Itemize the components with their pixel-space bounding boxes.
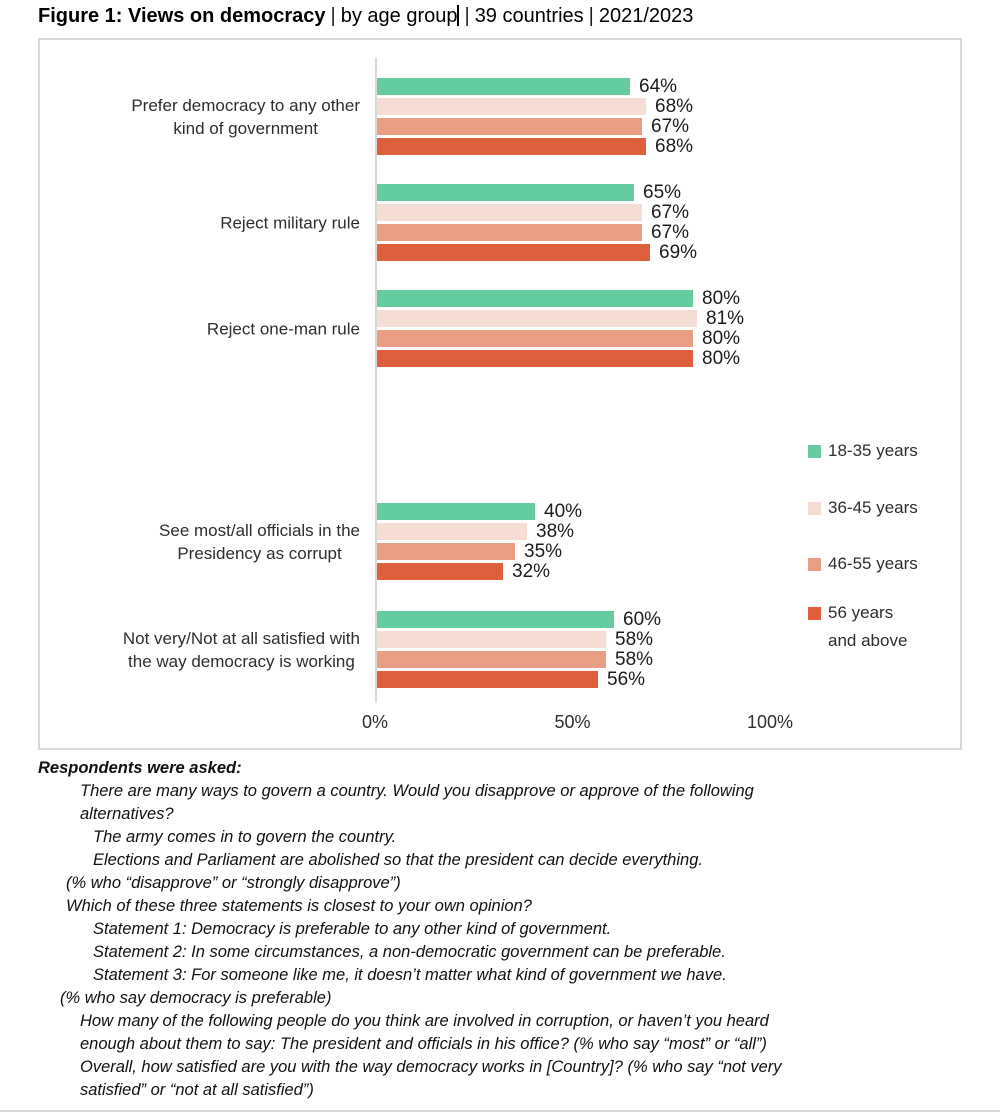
value-label: 58%: [615, 628, 654, 650]
value-label: 56%: [607, 668, 646, 690]
chart-area: Prefer democracy to any other kind of gov…: [38, 38, 962, 750]
bar-18-35-years: [377, 611, 614, 628]
figure-title[interactable]: Figure 1: Views on democracy | by age grou…: [38, 5, 693, 28]
bar-18-35-years: [377, 184, 634, 201]
footnote-line: The army comes in to govern the country.: [93, 828, 397, 846]
bar-36-45-years: [377, 631, 606, 648]
title-separator: |: [464, 5, 470, 27]
footnote-line: Elections and Parliament are abolished s…: [93, 851, 703, 869]
bar-18-35-years: [377, 78, 630, 95]
bar-56-years-and-above: [377, 671, 598, 688]
bar-36-45-years: [377, 523, 527, 540]
value-label: 58%: [615, 648, 654, 670]
bar-36-45-years: [377, 204, 642, 221]
legend-label: 18-35 years: [828, 441, 918, 460]
bar-18-35-years: [377, 503, 535, 520]
x-axis-tick-label: 0%: [361, 712, 389, 732]
title-separator: |: [588, 5, 594, 27]
category-label: Reject one-man rule: [206, 319, 360, 338]
bar-18-35-years: [377, 290, 693, 307]
value-label: 38%: [536, 520, 575, 542]
title-segment-age-group: by age group: [340, 5, 458, 27]
footnote-line: Statement 3: For someone like me, it doe…: [93, 966, 727, 984]
value-label: 69%: [659, 241, 698, 263]
value-label: 64%: [639, 75, 678, 97]
footnote-line: satisfied” or “not at all satisfied”): [80, 1081, 314, 1099]
footnote-line: enough about them to say: The president …: [80, 1035, 767, 1053]
value-label: 80%: [702, 347, 741, 369]
footnote-line: Which of these three statements is close…: [66, 897, 532, 915]
legend-label: 36-45 years: [828, 498, 918, 517]
text-cursor: [457, 5, 460, 26]
title-separator: |: [330, 5, 336, 27]
bar-36-45-years: [377, 310, 697, 327]
legend-label: 56 years and above: [828, 603, 908, 650]
figure-title-bold: Figure 1: Views on democracy: [38, 5, 326, 27]
footnote-line: Statement 1: Democracy is preferable to …: [93, 920, 612, 938]
bar-56-years-and-above: [377, 350, 693, 367]
bar-56-years-and-above: [377, 244, 650, 261]
footnotes: Respondents were asked: There are many wa…: [38, 757, 782, 1102]
category-label: Prefer democracy to any other kind of gov…: [131, 95, 360, 138]
value-label: 67%: [651, 201, 690, 223]
category-label: See most/all officials in the Presidency …: [159, 520, 360, 563]
bar-36-45-years: [377, 98, 646, 115]
legend-swatch: [808, 607, 821, 620]
footnote-line: (% who “disapprove” or “strongly disappr…: [66, 874, 401, 892]
value-label: 68%: [655, 95, 694, 117]
value-label: 68%: [655, 135, 694, 157]
value-label: 32%: [512, 560, 551, 582]
title-segment-years: 2021/2023: [598, 5, 694, 27]
bar-46-55-years: [377, 651, 606, 668]
bottom-divider: [0, 1110, 1000, 1112]
legend-swatch: [808, 502, 821, 515]
y-axis-baseline: [375, 58, 377, 703]
footnote-line: How many of the following people do you …: [80, 1012, 769, 1030]
bar-56-years-and-above: [377, 138, 646, 155]
legend-label: 46-55 years: [828, 554, 918, 573]
footnote-line: alternatives?: [80, 805, 174, 823]
value-label: 35%: [524, 540, 563, 562]
value-label: 67%: [651, 115, 690, 137]
bar-46-55-years: [377, 543, 515, 560]
title-segment-countries: 39 countries: [474, 5, 584, 27]
bar-46-55-years: [377, 118, 642, 135]
value-label: 65%: [643, 181, 682, 203]
x-axis-tick-label: 50%: [554, 712, 591, 732]
footnote-line: Statement 2: In some circumstances, a no…: [93, 943, 726, 961]
footnote-line: (% who say democracy is preferable): [60, 989, 332, 1007]
bar-46-55-years: [377, 224, 642, 241]
x-axis-tick-label: 100%: [746, 712, 794, 732]
value-label: 81%: [706, 307, 745, 329]
value-label: 67%: [651, 221, 690, 243]
bar-46-55-years: [377, 330, 693, 347]
value-label: 80%: [702, 327, 741, 349]
bar-56-years-and-above: [377, 563, 503, 580]
footnote-heading: Respondents were asked:: [38, 759, 242, 777]
footnote-line: Overall, how satisfied are you with the …: [80, 1058, 782, 1076]
value-label: 80%: [702, 287, 741, 309]
legend-swatch: [808, 445, 821, 458]
category-label: Reject military rule: [220, 213, 360, 232]
value-label: 60%: [623, 608, 662, 630]
value-label: 40%: [544, 500, 583, 522]
footnote-line: There are many ways to govern a country.…: [80, 782, 754, 800]
legend-swatch: [808, 558, 821, 571]
category-label: Not very/Not at all satisfied with the wa…: [122, 628, 360, 671]
